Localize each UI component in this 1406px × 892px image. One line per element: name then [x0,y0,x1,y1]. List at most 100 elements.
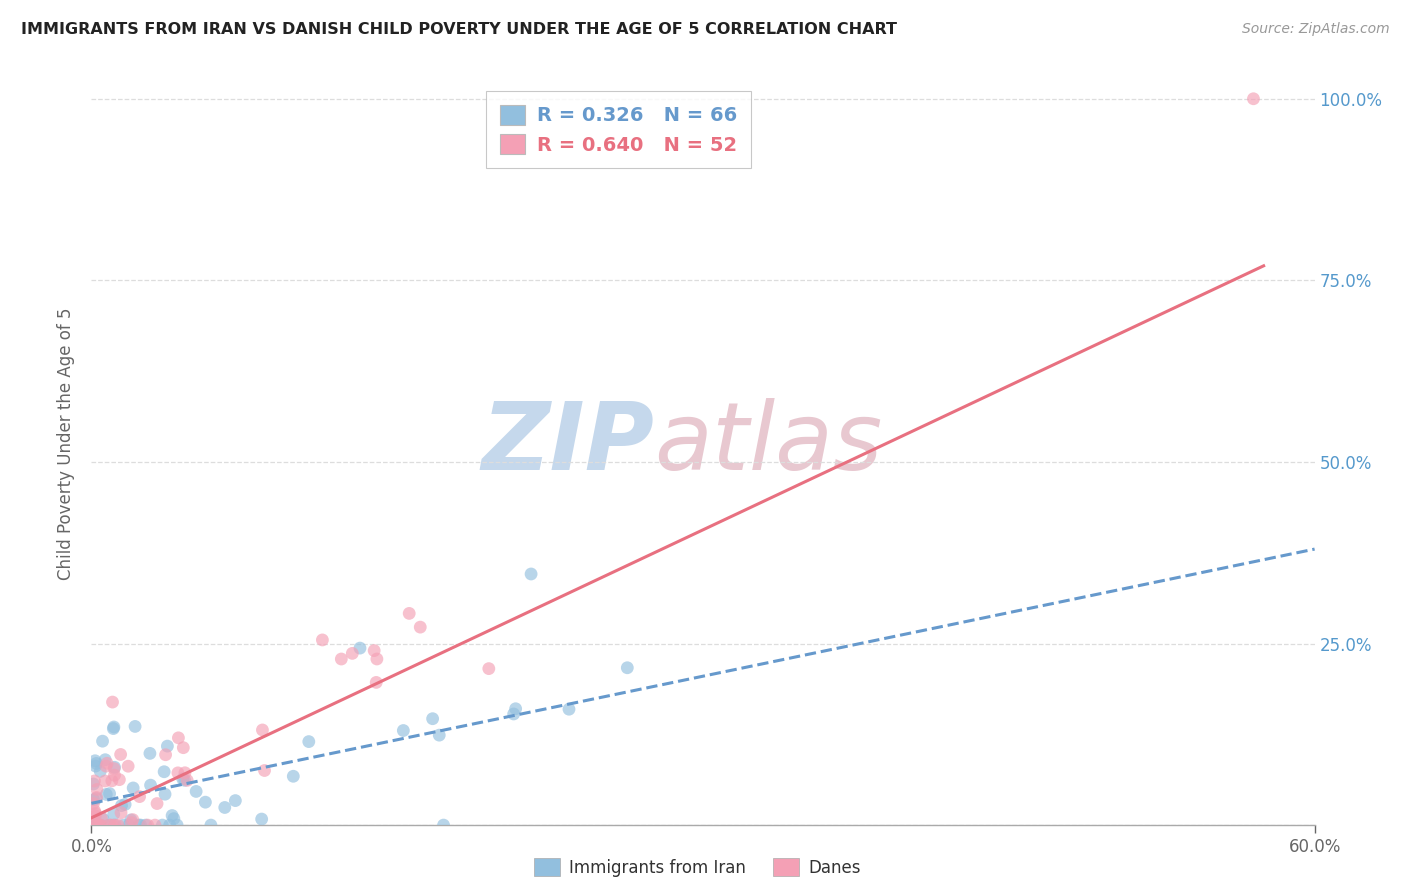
Point [84,759,107,773]
Text: Danes: Danes [808,859,860,877]
Point [108,772,131,787]
Point [139,747,162,761]
Point [129,818,152,832]
Point [114,797,136,812]
Point [173,773,195,788]
Point [153,787,176,801]
Point [84,818,107,832]
Point [84,818,107,832]
Point [184,784,207,798]
Point [110,747,132,762]
Point [159,818,181,832]
Point [89,818,111,832]
Point [432,818,454,832]
Point [98,787,121,801]
Point [103,760,125,774]
Point [150,818,173,832]
Point [82,818,104,832]
Point [84,809,107,823]
Point [160,808,183,822]
Point [135,818,157,832]
Point [91,734,114,748]
Point [90,811,112,825]
Point [107,818,129,832]
Point [250,812,273,826]
Point [422,712,444,726]
Point [110,798,132,813]
Point [124,719,146,733]
Point [112,818,135,832]
Text: Source: ZipAtlas.com: Source: ZipAtlas.com [1241,22,1389,37]
Point [86,818,108,832]
Point [298,734,321,748]
Point [94,759,117,773]
Point [82,818,104,832]
Point [616,661,638,675]
Point [118,818,141,832]
Point [96,756,118,771]
Point [163,812,186,826]
Point [89,818,111,832]
Text: ZIP: ZIP [481,398,654,490]
Point [121,815,143,830]
Point [101,773,124,788]
Point [98,818,121,832]
Point [253,764,276,778]
Point [121,813,143,827]
Point [82,797,104,811]
Point [349,641,371,656]
Point [98,818,121,832]
Point [136,818,159,832]
Point [94,774,117,789]
Point [103,720,125,734]
Point [366,675,388,690]
Point [172,772,194,786]
Point [478,662,501,676]
Point [91,812,114,826]
Point [392,723,415,738]
Point [155,747,177,762]
Y-axis label: Child Poverty Under the Age of 5: Child Poverty Under the Age of 5 [56,308,75,580]
Point [89,764,111,779]
Point [283,769,305,783]
Point [103,722,125,736]
Point [86,818,108,832]
Point [167,731,190,745]
Point [153,764,176,779]
Point [330,652,353,666]
Point [84,754,107,768]
Point [117,759,139,773]
Point [172,740,194,755]
Point [101,818,124,832]
Point [194,795,217,809]
Point [89,818,111,832]
Point [122,780,145,795]
Point [1243,92,1265,106]
Point [83,804,105,818]
Point [104,818,127,832]
Point [103,818,125,832]
Point [94,753,117,767]
Point [427,728,450,742]
Point [558,702,581,716]
Point [82,818,104,832]
Point [146,797,169,811]
Point [366,652,388,666]
Legend: R = 0.326   N = 66, R = 0.640   N = 52: R = 0.326 N = 66, R = 0.640 N = 52 [486,91,751,169]
Point [84,806,107,821]
Point [86,782,108,797]
Point [84,791,107,805]
Point [398,607,420,621]
Point [409,620,432,634]
Text: atlas: atlas [654,398,883,490]
Point [103,768,125,782]
Point [156,739,179,753]
Point [86,756,108,771]
Point [311,632,333,647]
Point [214,800,236,814]
Point [143,818,166,832]
Point [103,807,125,822]
Point [96,788,118,802]
Point [82,777,104,791]
Point [128,818,150,832]
